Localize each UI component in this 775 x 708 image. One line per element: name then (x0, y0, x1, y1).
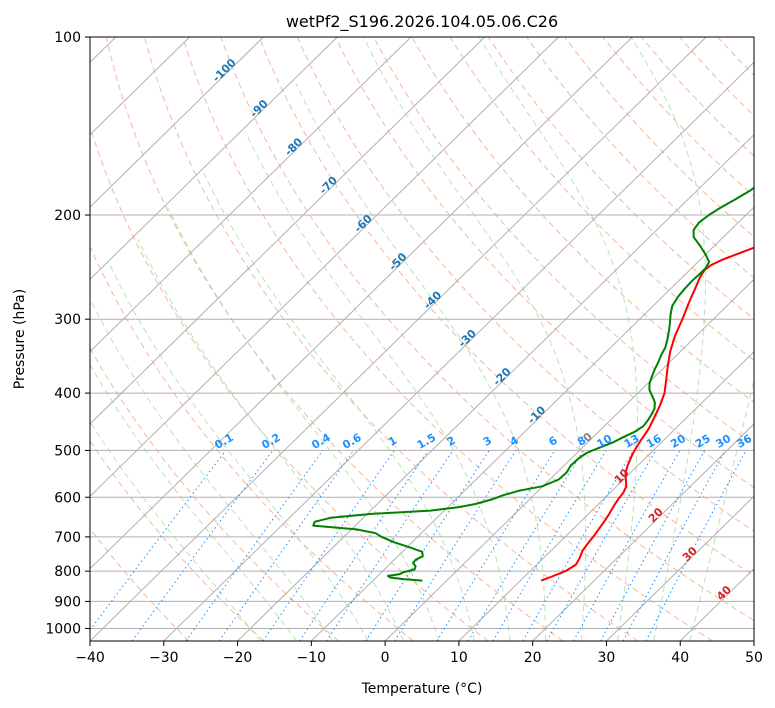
moist-adiabat (168, 208, 440, 641)
x-tick-label: 30 (598, 650, 616, 666)
dry-adiabat (487, 37, 754, 320)
isotherm-gridline (310, 206, 754, 641)
y-tick-label: 300 (54, 312, 81, 328)
dry-adiabat (373, 37, 754, 446)
y-tick-label: 700 (54, 530, 81, 546)
x-tick-label: 50 (745, 650, 763, 666)
axis-ticks: −40 −30 −20 −10 0 10 20 30 40 50 100 200 300 400 500 60… (45, 30, 763, 666)
dewpoint-profile-line (312, 186, 754, 582)
moist-adiabat (362, 37, 587, 641)
isotherm-gridline (90, 37, 338, 281)
mixing-ratio-line (436, 450, 556, 641)
mixing-ratio-line (600, 450, 706, 641)
moist-adiabat (689, 378, 754, 641)
mixing-ratio-line (325, 450, 454, 641)
dry-adiabat (90, 245, 414, 641)
isotherm-gridline (90, 37, 707, 641)
isotherm-gridline (384, 278, 754, 641)
dry-adiabat (143, 37, 639, 641)
isotherm-gridline (90, 37, 412, 353)
chart-title: wetPf2_S196.2026.104.05.06.C26 (286, 12, 558, 32)
x-tick-label: −40 (75, 650, 105, 666)
x-tick-label: 10 (450, 650, 468, 666)
plot-frame (89, 36, 755, 642)
moist-adiabat (90, 297, 333, 641)
mixing-ratio-line (394, 450, 517, 641)
isotherm-gridline (90, 37, 559, 498)
profile-lines (312, 186, 754, 582)
mixing-ratio-line (467, 450, 584, 641)
x-tick-label: 40 (671, 650, 689, 666)
mixing-ratio-line (262, 450, 395, 641)
x-axis-label: Temperature (°C) (361, 681, 483, 697)
x-tick-label: −30 (149, 650, 179, 666)
y-tick-label: 400 (54, 386, 81, 402)
mixing-ratio-line (622, 450, 726, 641)
temperature-profile-line (540, 246, 754, 582)
y-tick-label: 100 (54, 30, 81, 46)
mixing-ratio-line (218, 450, 355, 641)
isotherm-gridline (90, 37, 486, 425)
isotherm-gridline (237, 133, 754, 641)
mixing-ratio-label: 36 (734, 432, 754, 451)
x-tick-label: −10 (297, 650, 327, 666)
mixing-ratio-line (365, 450, 490, 641)
isotherm-gridline (90, 37, 633, 570)
moist-adiabat (478, 37, 638, 641)
y-axis-label: Pressure (hPa) (12, 289, 28, 389)
mixing-ratio-line (90, 450, 227, 631)
isotherm-gridline (163, 61, 754, 641)
y-tick-label: 1000 (45, 621, 81, 637)
y-tick-label: 200 (54, 208, 81, 224)
dry-adiabat (90, 440, 265, 641)
isotherm-gridline (532, 423, 754, 641)
dry-adiabat (90, 124, 489, 641)
x-tick-label: 0 (381, 650, 390, 666)
dry-adiabat (182, 37, 713, 641)
moist-adiabat (137, 239, 405, 641)
y-tick-label: 600 (54, 490, 81, 506)
y-tick-label: 800 (54, 564, 81, 580)
isotherm-gridline (458, 350, 754, 641)
mixing-ratio-line (492, 450, 607, 641)
dry-adiabat (105, 37, 564, 641)
x-tick-label: 20 (524, 650, 542, 666)
isotherm-gridline (606, 495, 754, 641)
dry-adiabat (449, 37, 754, 361)
dry-adiabat (335, 37, 754, 489)
dry-adiabat (220, 37, 754, 622)
background-lines (90, 37, 754, 641)
mixing-ratio-line (299, 450, 429, 641)
y-tick-label: 500 (54, 443, 81, 459)
moist-adiabat (90, 420, 261, 641)
mixing-ratio-line (185, 450, 324, 641)
isotherm-gridline (90, 37, 264, 208)
x-tick-label: −20 (223, 650, 253, 666)
dry-adiabat (411, 37, 754, 403)
y-tick-label: 900 (54, 594, 81, 610)
moist-adiabat (295, 83, 547, 641)
moist-adiabat (630, 37, 706, 641)
